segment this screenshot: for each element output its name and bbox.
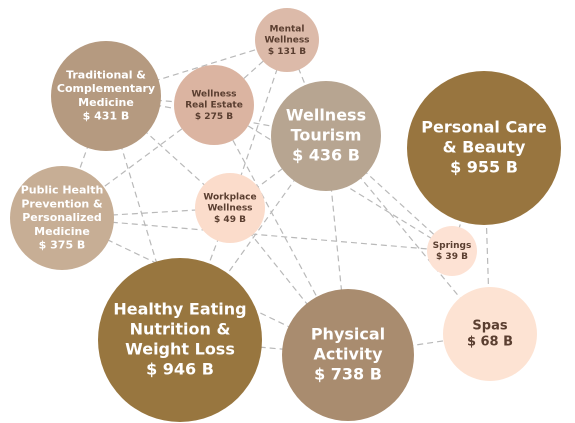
bubble-label: Wellness	[264, 36, 309, 46]
bubble-value: $ 39 B	[436, 252, 468, 262]
bubble-value: $ 275 B	[195, 112, 233, 122]
bubble-value: $ 49 B	[214, 215, 246, 225]
bubble-value: $ 68 B	[467, 335, 513, 350]
bubble-label: Workplace	[203, 192, 256, 202]
bubble	[427, 226, 477, 276]
bubble-value: $ 131 B	[268, 47, 306, 57]
bubble-label: Public Health	[21, 184, 104, 197]
bubble-label: Personal Care	[421, 118, 547, 137]
bubble-label: Wellness	[191, 89, 236, 99]
bubble	[255, 8, 319, 72]
bubble-label: Spas	[472, 318, 507, 333]
bubble-value: $ 431 B	[83, 110, 130, 123]
bubble	[271, 81, 381, 191]
bubble-label: Wellness	[207, 204, 252, 214]
connector	[213, 104, 349, 356]
bubble	[282, 289, 414, 421]
bubble	[174, 65, 254, 145]
bubble-label: Traditional &	[66, 68, 146, 81]
bubble-label: Nutrition &	[130, 320, 231, 339]
bubble-label: Activity	[314, 345, 384, 364]
bubble-value: $ 946 B	[146, 360, 214, 379]
bubble	[98, 258, 262, 422]
bubble-label: Healthy Eating	[113, 300, 246, 319]
bubble-label: Weight Loss	[125, 340, 235, 359]
bubble-label: Wellness	[286, 106, 366, 125]
bubble-label: Complementary	[57, 82, 155, 95]
bubble	[51, 41, 161, 151]
bubble-label: Medicine	[34, 225, 90, 238]
bubble-label: Real Estate	[185, 101, 243, 111]
connector	[213, 104, 453, 252]
bubble-value: $ 375 B	[39, 239, 86, 252]
bubble-value: $ 436 B	[292, 146, 360, 165]
bubble-label: Medicine	[78, 96, 134, 109]
bubble	[443, 287, 537, 381]
bubble-label: Physical	[311, 325, 385, 344]
connector	[325, 135, 453, 252]
bubble-label: & Beauty	[443, 138, 526, 157]
bubble-label: Springs	[433, 241, 472, 251]
bubble	[195, 173, 265, 243]
bubble	[407, 71, 561, 225]
bubble-label: Mental	[270, 24, 305, 34]
bubble-label: Tourism	[291, 126, 362, 145]
bubble-value: $ 955 B	[450, 158, 518, 177]
bubble-value: $ 738 B	[314, 365, 382, 384]
connector	[105, 95, 231, 209]
connector	[61, 217, 453, 252]
bubble	[10, 166, 114, 270]
bubble-label: Personalized	[22, 211, 102, 224]
bubble-label: Prevention &	[21, 197, 103, 210]
